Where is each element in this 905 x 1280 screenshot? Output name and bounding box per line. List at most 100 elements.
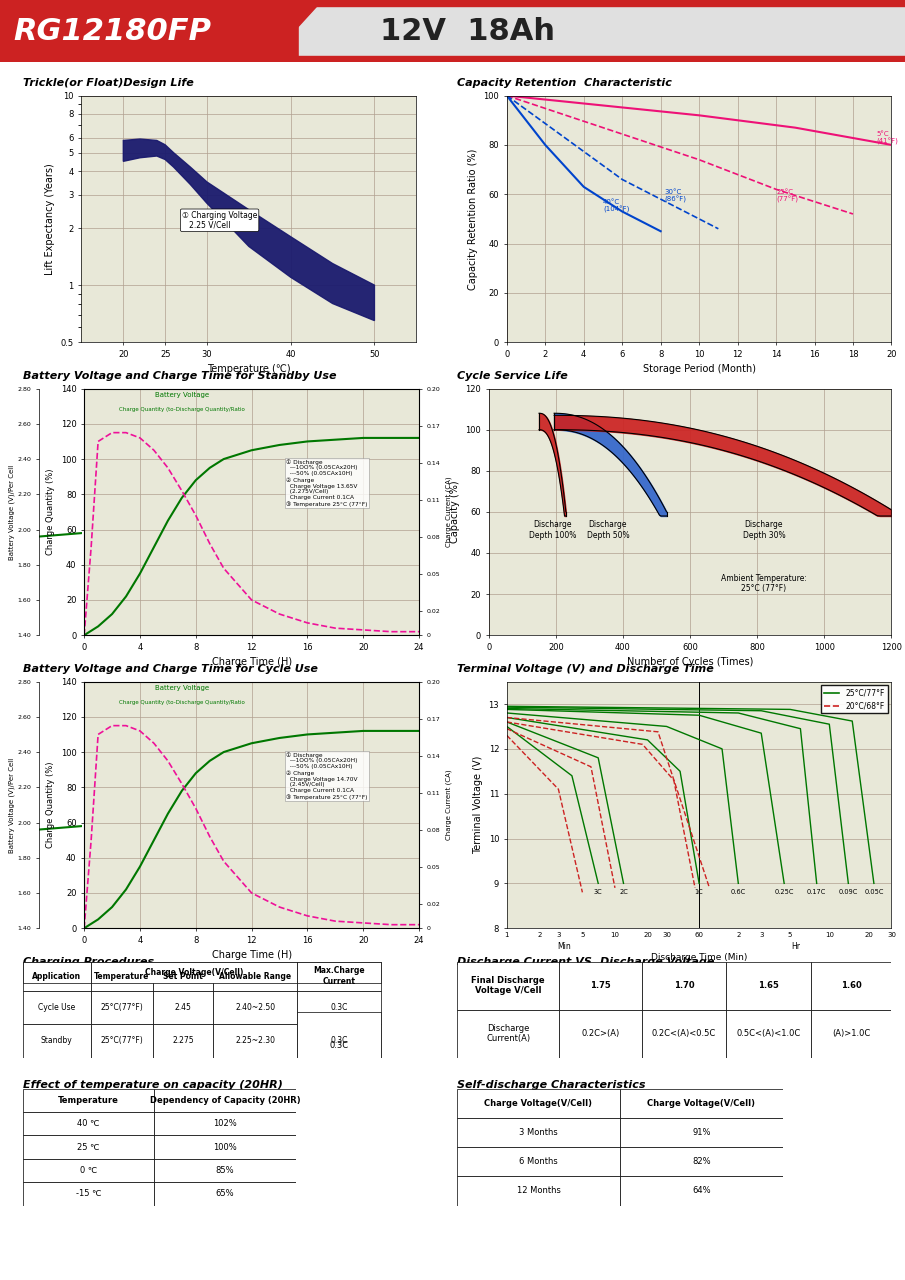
Bar [642, 961, 727, 1010]
Text: 25°C(77°F): 25°C(77°F) [100, 1037, 143, 1046]
Text: Final Discharge
Voltage V/Cell: Final Discharge Voltage V/Cell [472, 977, 545, 996]
Bar [297, 961, 381, 983]
Text: 30: 30 [662, 932, 671, 938]
Text: 1.75: 1.75 [590, 982, 611, 991]
Text: 2: 2 [538, 932, 541, 938]
Polygon shape [253, 6, 317, 56]
Polygon shape [123, 140, 375, 320]
Y-axis label: Battery Voltage (V)/Per Cell: Battery Voltage (V)/Per Cell [8, 465, 14, 559]
Bar [811, 961, 891, 1010]
Bar [23, 1135, 154, 1158]
Bar [620, 1147, 783, 1176]
Bar [620, 1117, 783, 1147]
Y-axis label: Lift Expectancy (Years): Lift Expectancy (Years) [45, 163, 55, 275]
Text: Capacity Retention  Characteristic: Capacity Retention Characteristic [457, 78, 672, 88]
Text: 1.65: 1.65 [758, 982, 779, 991]
Text: Cycle Service Life: Cycle Service Life [457, 371, 567, 380]
Text: Cycle Use: Cycle Use [38, 1002, 75, 1011]
Text: 30: 30 [887, 932, 896, 938]
Bar [90, 991, 153, 1024]
Text: 12 Months: 12 Months [517, 1187, 560, 1196]
Text: 10: 10 [611, 932, 619, 938]
Text: 91%: 91% [692, 1128, 710, 1137]
Bar [620, 1176, 783, 1206]
Y-axis label: Capacity Retention Ratio (%): Capacity Retention Ratio (%) [468, 148, 478, 289]
Text: 0.2C<(A)<0.5C: 0.2C<(A)<0.5C [652, 1029, 716, 1038]
Text: Self-discharge Characteristics: Self-discharge Characteristics [457, 1080, 645, 1089]
Text: 0.05C: 0.05C [864, 888, 883, 895]
Text: 2C: 2C [619, 888, 628, 895]
Text: 1.60: 1.60 [841, 982, 862, 991]
Text: 40°C
(104°F): 40°C (104°F) [603, 198, 629, 212]
Text: 60: 60 [695, 932, 703, 938]
Text: 6 Months: 6 Months [519, 1157, 557, 1166]
X-axis label: Number of Cycles (Times): Number of Cycles (Times) [627, 658, 753, 667]
Y-axis label: Charge Current (CA): Charge Current (CA) [446, 769, 452, 840]
Text: 3C: 3C [594, 888, 603, 895]
Text: 5°C
(41°F): 5°C (41°F) [876, 131, 898, 145]
Text: 2.40~2.50: 2.40~2.50 [235, 1002, 275, 1011]
Text: Charge Quantity (to-Discharge Quantity/Ratio: Charge Quantity (to-Discharge Quantity/R… [119, 700, 244, 705]
Text: Temperature: Temperature [58, 1096, 119, 1105]
Text: 64%: 64% [692, 1187, 710, 1196]
Text: ① Discharge
  —1OO% (0.05CAx20H)
  ---50% (0.05CAx10H)
② Charge
  Charge Voltage: ① Discharge —1OO% (0.05CAx20H) ---50% (0… [287, 460, 368, 507]
Text: 0.25C: 0.25C [775, 888, 794, 895]
Bar [153, 1024, 214, 1057]
Text: 12V  18Ah: 12V 18Ah [380, 17, 555, 46]
Bar [90, 961, 297, 983]
Text: Discharge
Current(A): Discharge Current(A) [486, 1024, 530, 1043]
Bar [214, 961, 297, 991]
Bar [154, 1135, 296, 1158]
Bar [727, 961, 811, 1010]
Text: Charge Quantity (to-Discharge Quantity/Ratio: Charge Quantity (to-Discharge Quantity/R… [119, 407, 244, 412]
Text: 0.3C: 0.3C [329, 1041, 348, 1050]
Bar [297, 991, 381, 1024]
Bar [620, 1088, 783, 1117]
Text: Effect of temperature on capacity (20HR): Effect of temperature on capacity (20HR) [23, 1080, 282, 1089]
Text: 2.275: 2.275 [172, 1037, 194, 1046]
Text: 0.5C<(A)<1.0C: 0.5C<(A)<1.0C [737, 1029, 801, 1038]
Text: 0 ℃: 0 ℃ [80, 1166, 97, 1175]
Bar [23, 1112, 154, 1135]
Text: 1.70: 1.70 [673, 982, 694, 991]
Bar [727, 1010, 811, 1057]
Text: 5: 5 [580, 932, 585, 938]
Text: 5: 5 [788, 932, 792, 938]
Text: Application: Application [32, 972, 81, 980]
Text: Standby: Standby [41, 1037, 72, 1046]
Text: 25 ℃: 25 ℃ [77, 1143, 100, 1152]
Text: 0.6C: 0.6C [730, 888, 746, 895]
Bar [154, 1112, 296, 1135]
Y-axis label: Charge Quantity (%): Charge Quantity (%) [46, 762, 55, 849]
Bar [457, 1147, 620, 1176]
Bar [457, 1117, 620, 1147]
Bar [214, 991, 297, 1024]
Text: 3: 3 [557, 932, 561, 938]
Text: 0.3C: 0.3C [330, 1002, 348, 1011]
Text: RG12180FP: RG12180FP [14, 17, 212, 46]
Y-axis label: Charge Quantity (%): Charge Quantity (%) [46, 468, 55, 556]
Text: Trickle(or Float)Design Life: Trickle(or Float)Design Life [23, 78, 194, 88]
Text: 30°C
(86°F): 30°C (86°F) [664, 188, 687, 204]
Text: 20: 20 [643, 932, 652, 938]
Bar [642, 1010, 727, 1057]
Text: Hr: Hr [791, 942, 800, 951]
Text: 0.2C>(A): 0.2C>(A) [581, 1029, 620, 1038]
Text: Discharge Current VS. Discharge Voltage: Discharge Current VS. Discharge Voltage [457, 956, 714, 966]
Bar [23, 1088, 154, 1112]
Text: 25°C
(77°F): 25°C (77°F) [776, 188, 798, 204]
Text: -15 ℃: -15 ℃ [75, 1189, 101, 1198]
Legend: 25°C/77°F, 20°C/68°F: 25°C/77°F, 20°C/68°F [821, 685, 888, 713]
Text: 85%: 85% [215, 1166, 234, 1175]
Bar [154, 1158, 296, 1183]
Bar [457, 1088, 620, 1117]
Bar [23, 1158, 154, 1183]
Bar [297, 961, 381, 991]
Bar [559, 961, 642, 1010]
Bar [0, 56, 905, 61]
Text: Min: Min [557, 942, 571, 951]
Text: Battery Voltage and Charge Time for Standby Use: Battery Voltage and Charge Time for Stan… [23, 371, 336, 380]
Text: Battery Voltage: Battery Voltage [155, 393, 209, 398]
Y-axis label: Terminal Voltage (V): Terminal Voltage (V) [473, 755, 483, 854]
Y-axis label: Capacity (%): Capacity (%) [450, 480, 460, 543]
